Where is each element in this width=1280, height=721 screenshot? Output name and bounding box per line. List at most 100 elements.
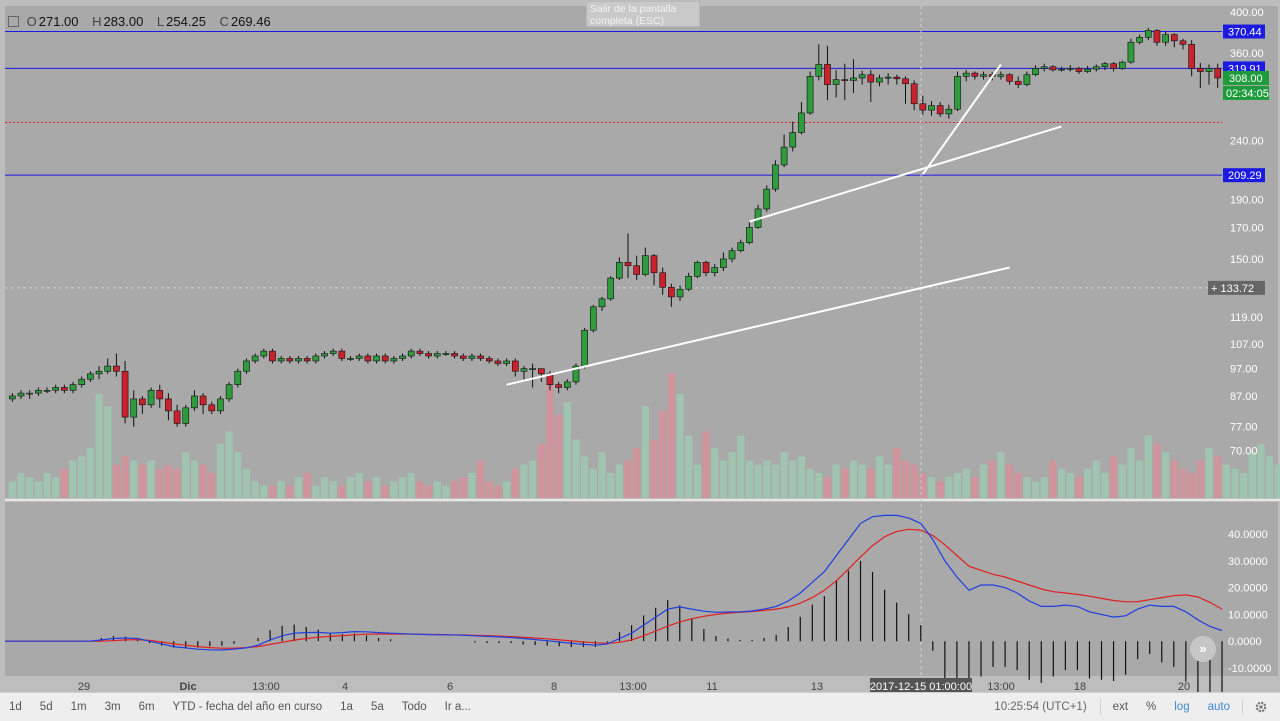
volume-bar <box>364 481 372 498</box>
candle-body <box>867 74 875 83</box>
candle-body <box>832 79 840 85</box>
volume-bar <box>199 464 207 498</box>
volume-bar <box>1144 435 1152 498</box>
volume-bar <box>8 481 16 498</box>
volume-bar <box>312 485 320 498</box>
percent-scale-toggle[interactable]: % <box>1146 701 1157 713</box>
volume-bar <box>884 464 892 498</box>
candle-body <box>269 350 276 362</box>
time-axis-label: 18 <box>1074 681 1086 692</box>
macd-tick-label: 20.0000 <box>1228 583 1268 595</box>
volume-bar <box>685 435 693 498</box>
time-axis-label: 29 <box>78 681 90 692</box>
time-axis-label: Dic <box>179 681 196 692</box>
candle-body <box>338 350 346 359</box>
volume-bar <box>1118 464 1126 498</box>
volume-bar <box>338 485 346 498</box>
candle-body <box>598 298 606 308</box>
range-1d-button[interactable]: 1d <box>9 701 22 713</box>
auto-scale-toggle[interactable]: auto <box>1207 701 1230 713</box>
candle-body <box>295 358 302 362</box>
candle-body <box>1006 74 1013 82</box>
extended-hours-toggle[interactable]: ext <box>1112 701 1129 713</box>
volume-bar <box>771 464 780 498</box>
volume-bar <box>1075 477 1083 498</box>
candle-body <box>1196 68 1204 72</box>
price-tick-label: 107.00 <box>1230 339 1264 351</box>
candle-body <box>763 188 771 210</box>
range-5d-button[interactable]: 5d <box>39 701 53 713</box>
volume-bar <box>1014 473 1022 498</box>
range-3m-button[interactable]: 3m <box>104 701 121 713</box>
volume-bar <box>1066 473 1074 498</box>
range-all-button[interactable]: Todo <box>401 701 427 713</box>
trendline <box>922 63 1002 175</box>
price-chart[interactable]: 400.00 360.00 240.00 190.00 170.00 150.00 119.… <box>0 0 1280 692</box>
volume-bar <box>667 373 676 498</box>
candle-body <box>694 262 701 277</box>
volume-bar <box>1170 460 1178 498</box>
candle-body <box>17 392 25 397</box>
range-ytd-button[interactable]: YTD - fecha del año en curso <box>172 701 323 713</box>
volume-bar <box>242 468 251 498</box>
volume-bar <box>572 439 580 498</box>
candle-body <box>520 368 528 372</box>
clock-timezone[interactable]: 10:25:54 (UTC+1) <box>994 701 1087 713</box>
volume-bar <box>34 481 42 498</box>
volume-bar <box>1240 473 1248 498</box>
candle-body <box>1153 30 1161 43</box>
volume-bar <box>554 414 563 498</box>
candle-body <box>1127 41 1135 63</box>
volume-bar <box>546 381 554 498</box>
candle-body <box>642 255 649 275</box>
volume-bar <box>563 402 571 498</box>
time-axis-label: 13:00 <box>987 681 1015 692</box>
volume-bar <box>1214 456 1222 498</box>
candle-body <box>1188 44 1195 69</box>
candle-body <box>529 368 536 370</box>
candle-body <box>1205 68 1213 72</box>
candle-body <box>1075 68 1083 72</box>
range-5y-button[interactable]: 5a <box>370 701 384 713</box>
candle-body <box>355 355 363 359</box>
candle-body <box>1101 63 1109 68</box>
exit-fullscreen-tooltip[interactable]: Salir de la pantalla completa (ESC) <box>586 1 700 27</box>
candle-body <box>919 103 927 111</box>
gear-icon[interactable] <box>1254 700 1268 714</box>
volume-bar <box>841 468 849 498</box>
trendline <box>749 125 1062 223</box>
open-label: O <box>26 14 37 29</box>
crosshair-price-badge <box>1208 280 1265 295</box>
candle-body <box>850 77 857 81</box>
candle-body <box>9 395 16 400</box>
range-1m-button[interactable]: 1m <box>70 701 87 713</box>
scroll-to-latest-button[interactable]: » <box>1190 636 1216 662</box>
candle-body <box>581 329 588 367</box>
volume-bar <box>901 460 910 498</box>
volume-bar <box>910 464 918 498</box>
volume-bar <box>1205 448 1213 498</box>
volume-bar <box>945 477 953 498</box>
volume-bar <box>450 481 459 498</box>
macd-tick-label: 30.0000 <box>1228 556 1268 568</box>
candle-body <box>563 381 571 388</box>
candle-body <box>624 262 632 267</box>
log-scale-toggle[interactable]: log <box>1174 701 1190 713</box>
range-1y-button[interactable]: 1a <box>340 701 353 713</box>
volume-bar <box>1127 448 1135 498</box>
ohlc-toggle-icon[interactable] <box>8 16 19 27</box>
price-tick-label: 240.00 <box>1230 136 1264 148</box>
range-6m-button[interactable]: 6m <box>138 701 155 713</box>
candle-body <box>616 262 623 279</box>
candle-body <box>442 353 450 355</box>
candle-body <box>347 358 354 360</box>
candle-body <box>737 242 745 252</box>
candle-body <box>607 277 614 300</box>
candle-body <box>711 267 719 274</box>
goto-date-button[interactable]: Ir a... <box>444 701 471 713</box>
volume-bar <box>815 473 823 498</box>
volume-bar <box>1161 452 1170 498</box>
price-pane-background <box>5 6 1278 498</box>
volume-bar <box>607 473 615 498</box>
candle-body <box>1179 40 1187 45</box>
